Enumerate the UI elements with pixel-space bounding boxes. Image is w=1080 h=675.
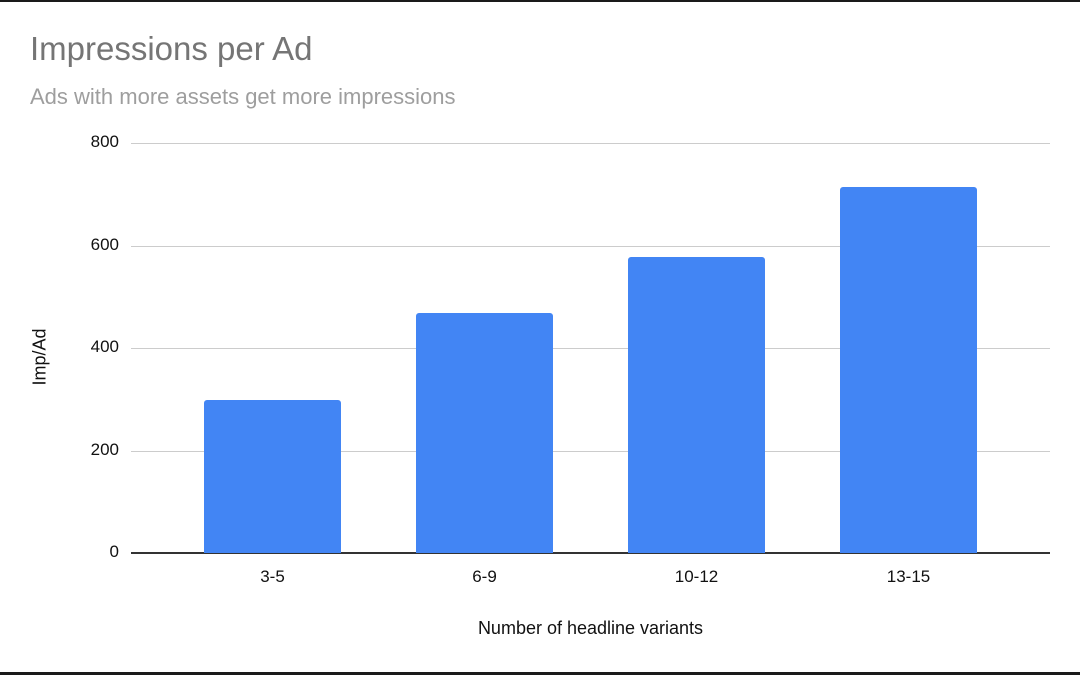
bar-3-5[interactable] (204, 400, 341, 553)
x-tick-label: 3-5 (260, 567, 285, 586)
y-tick-label: 400 (90, 337, 119, 356)
gridline (131, 143, 1050, 144)
frame-top-border (0, 0, 1080, 2)
y-axis-label: Imp/Ad (29, 328, 50, 386)
y-tick-label: 200 (90, 439, 119, 459)
plot-area (131, 143, 1050, 554)
x-tick-label: 10-12 (674, 567, 719, 586)
bar-13-15[interactable] (840, 187, 977, 553)
x-axis-label: Number of headline variants (477, 618, 704, 638)
bar-10-12[interactable] (628, 256, 765, 553)
frame-bottom-border (0, 672, 1080, 675)
x-axis-baseline (131, 552, 1050, 554)
y-tick-label: 0 (109, 542, 119, 561)
chart-subtitle: Ads with more assets get more impression… (30, 84, 456, 109)
gridline (131, 245, 1050, 247)
gridline (131, 450, 1050, 452)
x-tick-label: 13-15 (886, 567, 931, 586)
bar-6-9[interactable] (416, 313, 553, 553)
y-tick-label: 600 (90, 234, 119, 254)
y-tick-label: 800 (90, 132, 119, 151)
chart-title: Impressions per Ad (30, 30, 313, 67)
x-tick-label: 6-9 (472, 567, 497, 586)
gridline (131, 348, 1050, 349)
